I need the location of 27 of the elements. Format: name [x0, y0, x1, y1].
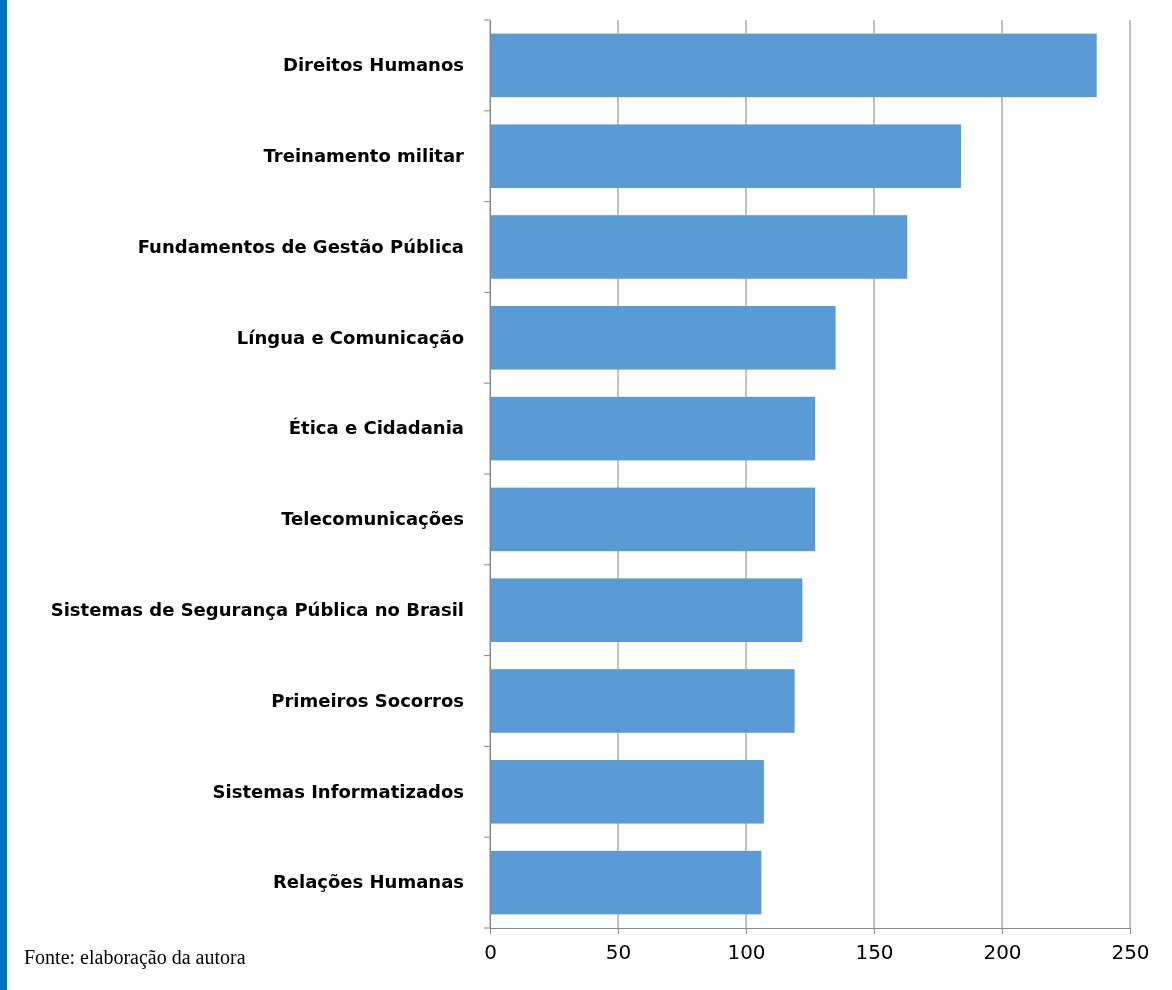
bar [490, 33, 1097, 98]
bar [490, 306, 836, 370]
y-tick-label: Telecomunicações [281, 508, 464, 530]
y-tick-label: Ética e Cidadania [288, 417, 464, 439]
y-tick-label: Língua e Comunicação [236, 326, 464, 348]
bar [490, 487, 816, 552]
x-tick-label: 100 [727, 940, 766, 964]
y-tick-label: Treinamento militar [263, 144, 465, 166]
bar [490, 578, 803, 642]
x-tick-label: 50 [605, 940, 632, 964]
y-tick-label: Direitos Humanos [283, 54, 464, 76]
x-tick-label: 0 [484, 940, 497, 964]
x-tick-label: 150 [855, 940, 894, 964]
bar [490, 215, 908, 279]
y-tick-label: Fundamentos de Gestão Pública [137, 235, 464, 257]
y-tick-label: Sistemas de Segurança Pública no Brasil [50, 598, 464, 620]
bar [490, 124, 962, 188]
y-tick-label: Primeiros Socorros [271, 689, 464, 711]
y-tick-label: Relações Humanas [272, 871, 464, 893]
bar [490, 850, 762, 915]
x-tick-label: 250 [1111, 940, 1150, 964]
source-note: Fonte: elaboração da autora [24, 946, 246, 969]
y-tick-label: Sistemas Informatizados [212, 780, 464, 802]
x-tick-label: 200 [983, 940, 1022, 964]
bar [490, 396, 816, 461]
bar [490, 760, 764, 824]
bar [490, 669, 795, 733]
